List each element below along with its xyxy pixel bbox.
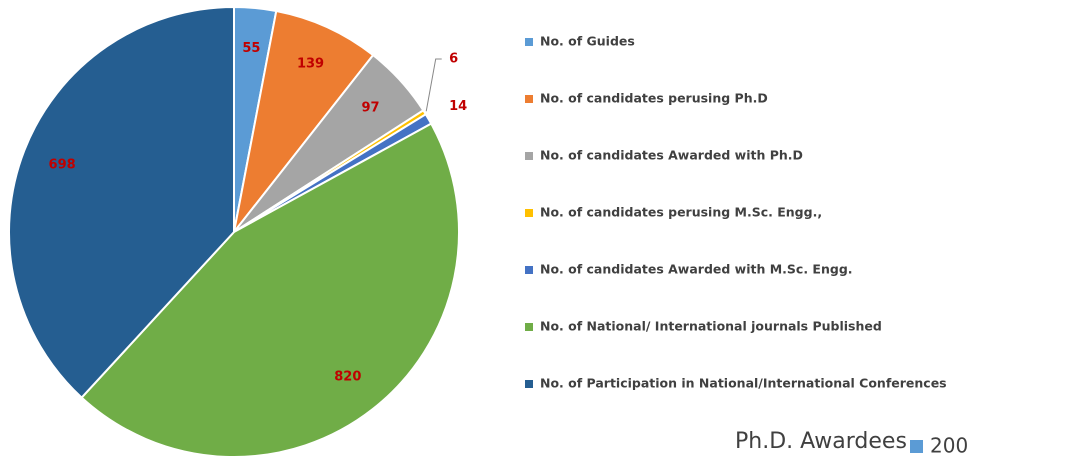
legend-label: No. of Guides xyxy=(540,34,635,49)
legend-label: No. of candidates Awarded with Ph.D xyxy=(540,148,803,163)
legend-swatch xyxy=(525,95,533,103)
data-label: 698 xyxy=(49,157,76,172)
legend-swatch xyxy=(525,209,533,217)
legend-label: No. of Participation in National/Interna… xyxy=(540,376,947,391)
leader-line xyxy=(425,58,442,112)
legend-label: No. of candidates Awarded with M.Sc. Eng… xyxy=(540,262,853,277)
pie-slice xyxy=(80,122,460,457)
data-label: 820 xyxy=(334,370,361,385)
annotation: 200 xyxy=(930,434,968,457)
pie-slice xyxy=(8,5,235,399)
data-label: 6 xyxy=(449,52,458,67)
annotation: Ph.D. Awardees xyxy=(735,429,907,454)
data-label: 97 xyxy=(361,100,379,115)
data-label: 139 xyxy=(297,57,324,72)
pie-slice xyxy=(233,9,375,233)
legend-swatch xyxy=(525,323,533,331)
legend-label: No. of candidates perusing Ph.D xyxy=(540,91,768,106)
annotation-swatch xyxy=(910,440,923,453)
data-label: 14 xyxy=(449,99,467,114)
data-label: 55 xyxy=(242,41,260,56)
legend-swatch xyxy=(525,266,533,274)
legend-label: No. of candidates perusing M.Sc. Engg., xyxy=(540,205,822,220)
legend-label: No. of National/ International journals … xyxy=(540,319,882,334)
legend-swatch xyxy=(525,152,533,160)
legend-swatch xyxy=(525,380,533,388)
legend-swatch xyxy=(525,38,533,46)
